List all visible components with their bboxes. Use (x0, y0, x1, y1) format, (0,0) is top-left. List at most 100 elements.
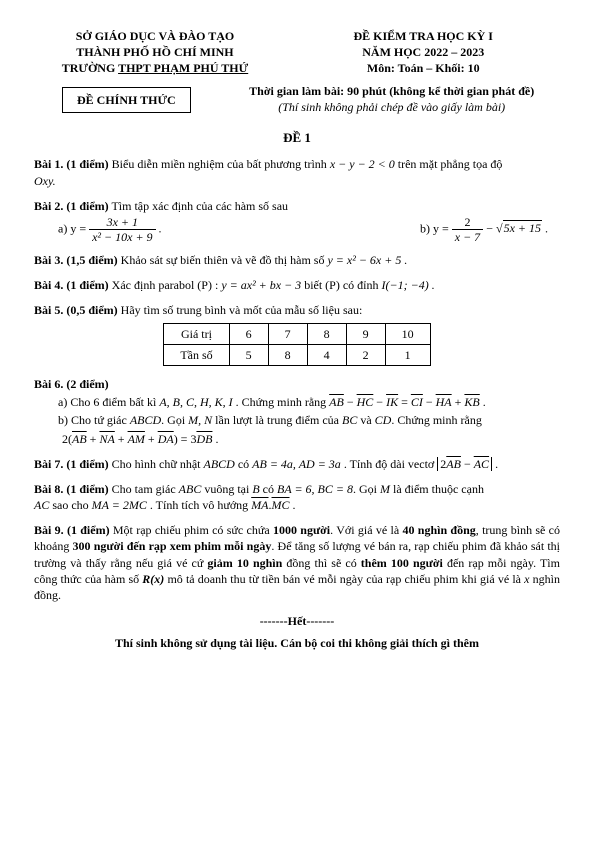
d5: 1 (385, 344, 430, 365)
bai9-lbl: Bài 9. (1 điểm) (34, 523, 110, 537)
b2b-den: x − 7 (452, 230, 483, 243)
b8t5: là điểm thuộc cạnh (390, 482, 484, 496)
bai2-a: a) y = 3x + 1x² − 10x + 9 . (58, 216, 162, 243)
b8t1: Cho tam giác (109, 482, 179, 496)
bai7-lbl: Bài 7. (1 điểm) (34, 457, 109, 471)
b2a-den: x² − 10x + 9 (89, 230, 155, 243)
b8t3: có (260, 482, 277, 496)
bai2-txt: Tìm tập xác định của các hàm số sau (109, 199, 288, 213)
bai5-txt: Hãy tìm số trung bình và mốt của mẫu số … (118, 303, 363, 317)
d2: 8 (268, 344, 307, 365)
bai3-lbl: Bài 3. (1,5 điểm) (34, 253, 118, 267)
v-kb: KB (464, 395, 479, 409)
bai6-lbl: Bài 6. (2 điểm) (34, 377, 109, 391)
b6v5: DB (196, 432, 212, 446)
bai4: Bài 4. (1 điểm) Xác định parabol (P) : y… (34, 277, 560, 293)
het: -------Hết------- (34, 613, 560, 629)
box-wrap: ĐỀ CHÍNH THỨC (34, 83, 191, 113)
b9n1: 1000 người (273, 523, 330, 537)
b6b-3: lần lượt là trung điểm của (212, 413, 342, 427)
b6eq2: ) = 3 (174, 432, 197, 446)
org2: THÀNH PHỐ HỒ CHÍ MINH (34, 44, 276, 60)
b6a-2: . Chứng minh rằng (233, 395, 330, 409)
b9t5: đồng thì sẽ có (282, 556, 360, 570)
time-info: Thời gian làm bài: 90 phút (không kể thờ… (223, 83, 560, 115)
bai6a: a) Cho 6 điểm bất kì A, B, C, H, K, I . … (34, 394, 560, 410)
b9n4: giảm 10 nghìn (207, 556, 282, 570)
bai3-eq: y = x² − 6x + 5 . (327, 253, 407, 267)
b9n2: 40 nghìn đồng (402, 523, 475, 537)
bai4-eq: y = ax² + bx − 3 (221, 278, 301, 292)
bai1-tail: trên mặt phẳng tọa độ (395, 157, 503, 171)
b8v1: MA (251, 498, 268, 512)
bai8-lbl: Bài 8. (1 điểm) (34, 482, 109, 496)
b9t7: mô tả doanh thu từ tiền bán vé mỗi ngày … (164, 572, 524, 586)
b6b-abcd: ABCD (130, 413, 161, 427)
b7-t2: có (235, 457, 252, 471)
b6b-5: . Chứng minh rằng (391, 413, 482, 427)
bai2: Bài 2. (1 điểm) Tìm tập xác định của các… (34, 198, 560, 243)
bai2-ab: a) y = 3x + 1x² − 10x + 9 . b) y = 2x − … (34, 216, 560, 243)
header: SỞ GIÁO DỤC VÀ ĐÀO TẠO THÀNH PHỐ HỒ CHÍ … (34, 28, 560, 77)
b6dot: . (212, 432, 218, 446)
official-box: ĐỀ CHÍNH THỨC (62, 87, 191, 113)
b9n5: thêm 100 người (361, 556, 443, 570)
b8v2: MC (272, 498, 290, 512)
c5: 10 (385, 323, 430, 344)
b6p2: + (115, 432, 128, 446)
bai1-eq: x − y − 2 < 0 (330, 157, 395, 171)
bai3: Bài 3. (1,5 điểm) Khảo sát sự biến thiên… (34, 252, 560, 268)
c2: 7 (268, 323, 307, 344)
b8t7: . Tính tích vô hướng (147, 498, 251, 512)
b9t1: Một rạp chiếu phim có sức chứa (110, 523, 273, 537)
b6eq1: 2( (62, 432, 72, 446)
b6p1: + (87, 432, 100, 446)
b2a-dot: . (156, 221, 162, 235)
bai9: Bài 9. (1 điểm) Một rạp chiếu phim có sứ… (34, 522, 560, 603)
b6b-2: . Gọi (161, 413, 188, 427)
b7-abs: 2AB − AC (437, 457, 492, 471)
d1: 5 (229, 344, 268, 365)
b6b-mn: M, N (188, 413, 212, 427)
d4: 2 (346, 344, 385, 365)
bai2-b: b) y = 2x − 7 − √5x + 15 . (420, 216, 548, 243)
th2: Tần số (164, 344, 229, 365)
school: TRƯỜNG THPT PHẠM PHÚ THỨ (34, 60, 276, 76)
bai6b: b) Cho tứ giác ABCD. Gọi M, N lần lượt l… (34, 412, 560, 446)
b7-dot: . (492, 457, 498, 471)
b2a-num: 3x + 1 (89, 216, 155, 230)
v-ci: CI (411, 395, 423, 409)
bai4-t2: biết (P) có đỉnh (301, 278, 381, 292)
v-ab: AB (329, 395, 344, 409)
note: (Thí sinh không phải chép đề vào giấy là… (223, 99, 560, 115)
v-hc: HC (357, 395, 374, 409)
bai4-lbl: Bài 4. (1 điểm) (34, 278, 109, 292)
bai1-lbl: Bài 1. (1 điểm) (34, 157, 109, 171)
table-row: Tần số 5 8 4 2 1 (164, 344, 430, 365)
b7v2: AC (474, 457, 489, 471)
b8eq: BA = 6, BC = 8 (277, 482, 353, 496)
b6b-eq: 2(AB + NA + AM + DA) = 3DB . (58, 431, 560, 447)
b6v4: DA (158, 432, 174, 446)
b8b: B (252, 482, 259, 496)
bai4-pt: I(−1; −4) . (382, 278, 435, 292)
bai7: Bài 7. (1 điểm) Cho hình chữ nhật ABCD c… (34, 456, 560, 472)
b7-t3: . Tính độ dài vectơ (341, 457, 437, 471)
bai4-t1: Xác định parabol (P) : (109, 278, 222, 292)
th1: Giá trị (164, 323, 229, 344)
b8t4: . Gọi (353, 482, 380, 496)
b6b-1: b) Cho tứ giác (58, 413, 130, 427)
b2b-pre: b) y = (420, 221, 452, 235)
b6v1: AB (72, 432, 87, 446)
subject: Môn: Toán – Khối: 10 (286, 60, 560, 76)
bai1-txt: Biểu diễn miền nghiệm của bất phương trì… (109, 157, 330, 171)
header-left: SỞ GIÁO DỤC VÀ ĐÀO TẠO THÀNH PHỐ HỒ CHÍ … (34, 28, 276, 77)
de-number: ĐỀ 1 (34, 129, 560, 147)
b9r: R(x) (142, 572, 164, 586)
header-right: ĐỀ KIỂM TRA HỌC KỲ I NĂM HỌC 2022 – 2023… (286, 28, 560, 77)
b8abc: ABC (179, 482, 202, 496)
c4: 9 (346, 323, 385, 344)
b7m: − (461, 457, 474, 471)
b2b-mid: − (483, 221, 496, 235)
b7v1: AB (446, 457, 461, 471)
